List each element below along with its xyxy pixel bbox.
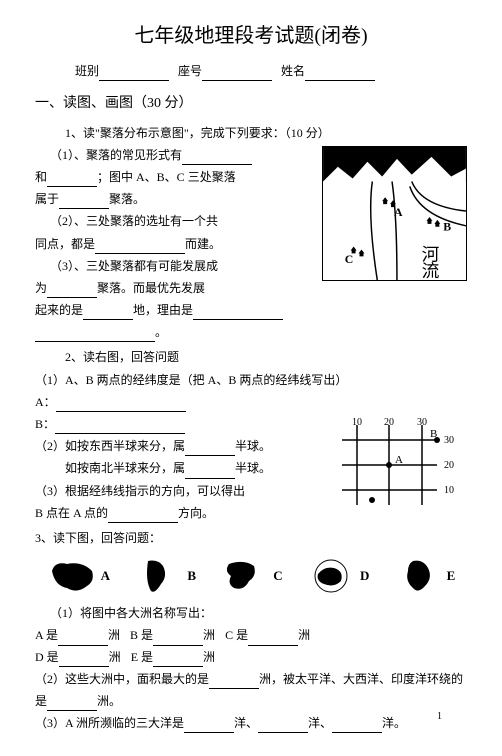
blank[interactable]	[55, 420, 185, 434]
blank[interactable]	[184, 719, 234, 733]
seat-label: 座号	[178, 64, 202, 78]
blank[interactable]	[153, 632, 203, 646]
header-info: 班别 座号 姓名	[35, 62, 467, 81]
blank-name[interactable]	[305, 67, 375, 81]
q3-2b: 是洲。	[35, 692, 467, 711]
blank[interactable]	[332, 719, 382, 733]
q3-1: （1）将图中各大洲名称写出：	[35, 604, 467, 623]
blank[interactable]	[185, 442, 235, 456]
q3-intro: 3、读下图，回答问题：	[35, 529, 467, 548]
q2-3a: （3）根据经纬线指示的方向，可以得出	[35, 482, 467, 501]
continent-c: C	[219, 556, 282, 596]
q2-B: B：	[35, 415, 467, 434]
blank[interactable]	[58, 632, 108, 646]
q1-1b: 和；图中 A、B、C 三处聚落	[35, 168, 467, 187]
q2-1: （1）A、B 两点的经纬度是（把 A、B 两点的经纬线写出）	[35, 371, 467, 390]
blank[interactable]	[56, 398, 186, 412]
q1-3b: 为聚落。而最优先发展	[35, 279, 467, 298]
page-title: 七年级地理段考试题(闭卷)	[35, 20, 467, 52]
continent-b: B	[133, 556, 196, 596]
q2-2b: 如按南北半球来分，属半球。	[35, 459, 467, 478]
blank[interactable]	[108, 509, 178, 523]
continent-d: D	[306, 556, 369, 596]
blank[interactable]	[47, 173, 97, 187]
class-label: 班别	[75, 64, 99, 78]
blank[interactable]	[59, 195, 109, 209]
continent-e: E	[393, 556, 456, 596]
q1-2a: （2）、三处聚落的选址有一个共	[35, 212, 467, 231]
blank[interactable]	[193, 306, 283, 320]
continent-a: A	[47, 556, 110, 596]
blank[interactable]	[182, 151, 252, 165]
q3-2: （2）这些大洲中，面积最大的是洲，被太平洋、大西洋、印度洋环绕的	[35, 670, 467, 689]
blank[interactable]	[35, 328, 155, 342]
blank[interactable]	[258, 719, 308, 733]
blank[interactable]	[47, 697, 97, 711]
q1-intro: 1、读"聚落分布示意图"，完成下列要求：（10 分）	[35, 124, 467, 143]
blank[interactable]	[185, 465, 235, 479]
q2-intro: 2、读右图，回答问题	[35, 348, 467, 367]
continent-row: A B C D E	[35, 556, 467, 596]
q1-1a: （1）、聚落的常见形式有	[35, 146, 467, 165]
blank[interactable]	[248, 632, 298, 646]
section-heading: 一、读图、画图（30 分）	[35, 93, 467, 115]
q2-2a: （2）如按东西半球来分，属半球。	[35, 437, 467, 456]
blank[interactable]	[95, 240, 185, 254]
name-label: 姓名	[281, 64, 305, 78]
blank-seat[interactable]	[202, 67, 272, 81]
blank[interactable]	[47, 284, 97, 298]
page-number: 1	[437, 709, 442, 725]
q1-3c: 起来的是地，理由是	[35, 301, 467, 320]
q3-row1: A 是洲 B 是洲 C 是洲	[35, 626, 467, 645]
q2-A: A：	[35, 393, 467, 412]
blank[interactable]	[153, 653, 203, 667]
q3-3: （3）A 洲所濒临的三大洋是洋、洋、洋。	[35, 714, 467, 733]
q1-2b: 同点，都是而建。	[35, 235, 467, 254]
q2-3b: B 点在 A 点的方向。	[35, 504, 467, 523]
blank[interactable]	[209, 675, 259, 689]
blank-class[interactable]	[99, 67, 169, 81]
q1-3a: （3）、三处聚落都有可能发展成	[35, 257, 467, 276]
q3-row2: D 是洲 E 是洲	[35, 648, 467, 667]
blank[interactable]	[83, 306, 133, 320]
q1-1c: 属于聚落。	[35, 190, 467, 209]
blank[interactable]	[59, 653, 109, 667]
q1-3d: 。	[35, 323, 467, 342]
